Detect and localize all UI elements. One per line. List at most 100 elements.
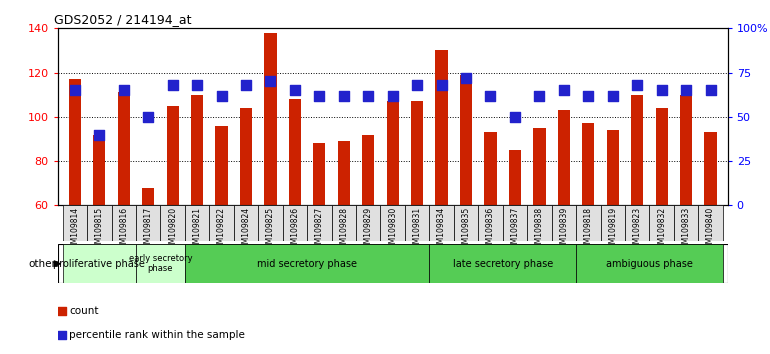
Bar xyxy=(283,205,307,241)
Point xyxy=(557,87,570,93)
Bar xyxy=(601,205,625,241)
Point xyxy=(239,82,252,88)
Bar xyxy=(655,108,668,205)
Point xyxy=(387,93,399,98)
Bar xyxy=(160,205,185,241)
Text: GSM109833: GSM109833 xyxy=(681,207,691,253)
Text: GSM109816: GSM109816 xyxy=(119,207,129,253)
Point xyxy=(166,82,179,88)
Bar xyxy=(338,141,350,205)
Text: GSM109824: GSM109824 xyxy=(242,207,250,253)
Bar xyxy=(240,108,252,205)
Point xyxy=(142,114,154,120)
Point xyxy=(411,82,424,88)
Point xyxy=(118,87,130,93)
Point xyxy=(509,114,521,120)
Bar xyxy=(166,106,179,205)
Bar xyxy=(674,205,698,241)
Point xyxy=(216,93,228,98)
Bar xyxy=(527,205,551,241)
Point xyxy=(534,93,546,98)
Bar xyxy=(87,205,112,241)
Bar xyxy=(576,205,601,241)
Text: GSM109826: GSM109826 xyxy=(290,207,300,253)
Bar xyxy=(631,95,643,205)
Point xyxy=(582,93,594,98)
Text: GDS2052 / 214194_at: GDS2052 / 214194_at xyxy=(55,13,192,26)
Text: GSM109814: GSM109814 xyxy=(70,207,79,253)
Bar xyxy=(576,244,723,283)
Bar xyxy=(405,205,430,241)
Point xyxy=(631,82,644,88)
Bar xyxy=(118,92,130,205)
Text: GSM109834: GSM109834 xyxy=(437,207,446,253)
Bar xyxy=(509,150,521,205)
Bar xyxy=(289,99,301,205)
Bar xyxy=(430,205,454,241)
Bar xyxy=(69,79,81,205)
Bar xyxy=(136,244,185,283)
Point xyxy=(337,93,350,98)
Point xyxy=(655,87,668,93)
Text: GSM109827: GSM109827 xyxy=(315,207,324,253)
Bar xyxy=(356,205,380,241)
Bar xyxy=(62,205,87,241)
Bar xyxy=(112,205,136,241)
Point xyxy=(705,87,717,93)
Text: GSM109831: GSM109831 xyxy=(413,207,422,253)
Text: GSM109819: GSM109819 xyxy=(608,207,618,253)
Bar xyxy=(705,132,717,205)
Bar xyxy=(436,50,447,205)
Text: GSM109836: GSM109836 xyxy=(486,207,495,253)
Bar xyxy=(136,205,160,241)
Point xyxy=(313,93,326,98)
Text: GSM109835: GSM109835 xyxy=(461,207,470,253)
Point xyxy=(362,93,374,98)
Text: proliferative phase: proliferative phase xyxy=(53,259,146,269)
Text: mid secretory phase: mid secretory phase xyxy=(257,259,357,269)
Bar xyxy=(332,205,356,241)
Text: GSM109838: GSM109838 xyxy=(535,207,544,253)
Text: percentile rank within the sample: percentile rank within the sample xyxy=(69,330,245,341)
Text: GSM109817: GSM109817 xyxy=(144,207,152,253)
Bar xyxy=(209,205,234,241)
Text: GSM109837: GSM109837 xyxy=(511,207,520,253)
Point xyxy=(607,93,619,98)
Bar xyxy=(503,205,527,241)
Point xyxy=(69,87,81,93)
Bar xyxy=(185,244,430,283)
Point xyxy=(93,132,105,137)
Point xyxy=(680,87,692,93)
Text: GSM109818: GSM109818 xyxy=(584,207,593,253)
Bar xyxy=(258,205,283,241)
Point xyxy=(460,75,472,81)
Bar xyxy=(234,205,258,241)
Text: GSM109830: GSM109830 xyxy=(388,207,397,253)
Text: GSM109821: GSM109821 xyxy=(192,207,202,253)
Point xyxy=(436,82,448,88)
Bar xyxy=(93,135,105,205)
Bar xyxy=(698,205,723,241)
Text: GSM109823: GSM109823 xyxy=(633,207,641,253)
Bar xyxy=(557,110,570,205)
Point xyxy=(484,93,497,98)
Text: GSM109828: GSM109828 xyxy=(340,207,348,253)
Text: GSM109840: GSM109840 xyxy=(706,207,715,253)
Point xyxy=(191,82,203,88)
Bar xyxy=(625,205,649,241)
Bar xyxy=(387,101,399,205)
Bar xyxy=(430,244,576,283)
Bar xyxy=(362,135,374,205)
Bar xyxy=(607,130,619,205)
Text: late secretory phase: late secretory phase xyxy=(453,259,553,269)
Text: GSM109829: GSM109829 xyxy=(363,207,373,253)
Bar xyxy=(307,205,332,241)
Bar xyxy=(454,205,478,241)
Text: GSM109839: GSM109839 xyxy=(559,207,568,253)
Bar xyxy=(551,205,576,241)
Bar xyxy=(534,128,545,205)
Point xyxy=(289,87,301,93)
Bar xyxy=(142,188,154,205)
Bar xyxy=(191,95,203,205)
Bar xyxy=(680,95,692,205)
